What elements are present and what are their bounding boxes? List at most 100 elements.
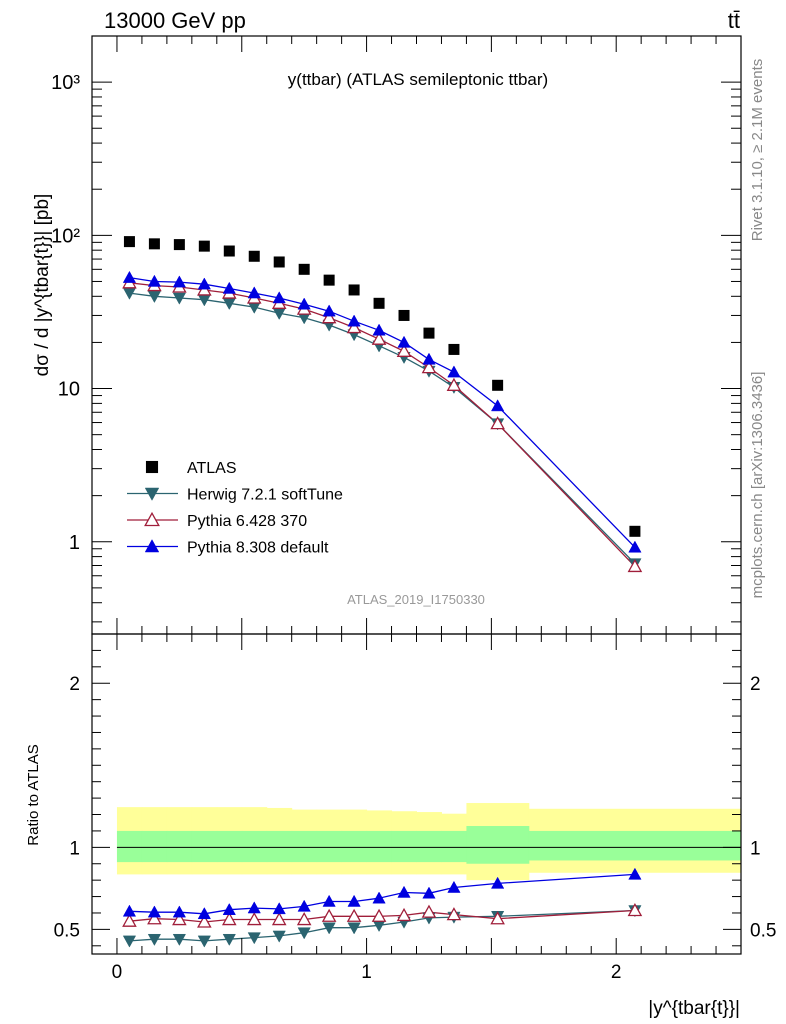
line-pythia-6-428-370 — [129, 282, 636, 567]
ratio-point-pythia-6-428-370 — [122, 913, 137, 927]
point-pythia-6-428-370 — [446, 377, 462, 391]
ratio-line-pythia-8-308-default — [129, 873, 635, 915]
plot-title: y(ttbar) (ATLAS semileptonic ttbar) — [288, 70, 548, 89]
point-atlas — [273, 256, 285, 268]
y-tick-label: 1 — [69, 532, 80, 554]
ratio-point-pythia-6-428-370 — [421, 904, 437, 918]
x-axis-label: |y^{tbar{t}}| — [648, 998, 740, 1019]
band-stat — [391, 830, 417, 863]
ratio-point-pythia-8-308-default — [397, 885, 411, 898]
point-atlas — [373, 297, 385, 309]
line-pythia-8-308-default — [129, 276, 636, 548]
point-atlas — [323, 274, 335, 286]
point-pythia-6-428-370 — [490, 416, 505, 430]
point-pythia-8-308-default — [247, 286, 261, 299]
band-stat — [191, 830, 218, 863]
ratio-point-pythia-8-308-default — [491, 876, 505, 889]
point-atlas — [448, 343, 460, 355]
rivet-label: Rivet 3.1.10, ≥ 2.1M events — [749, 59, 766, 242]
point-pythia-6-428-370 — [321, 310, 337, 324]
ratio-point-herwig-7-2-1-softtune — [172, 933, 186, 946]
ratio-y-tick-label-right: 2 — [750, 674, 761, 695]
legend-label-pythia-6-428-370: Pythia 6.428 370 — [187, 513, 307, 530]
point-pythia-8-308-default — [322, 304, 336, 317]
band-stat — [528, 830, 742, 861]
point-atlas — [123, 236, 135, 248]
point-pythia-8-308-default — [297, 297, 311, 310]
band-stat — [441, 830, 467, 863]
ratio-point-pythia-6-428-370 — [627, 902, 643, 917]
y-tick-label: 10² — [51, 225, 80, 247]
legend-label-herwig-7-2-1-softtune: Herwig 7.2.1 softTune — [187, 487, 343, 504]
band-stat — [166, 830, 193, 863]
point-atlas — [423, 327, 435, 339]
ratio-line-herwig-7-2-1-softtune — [129, 909, 635, 942]
ratio-point-herwig-7-2-1-softtune — [122, 935, 137, 948]
band-stat — [216, 830, 243, 863]
mcplots-label: mcplots.cern.ch [arXiv:1306.3436] — [749, 372, 766, 599]
series-markers — [122, 236, 643, 948]
ratio-point-pythia-8-308-default — [272, 902, 286, 915]
tick-labels: 0 1 2 1 10 10² 10³ 0.5 0.5 1 1 2 2 — [51, 72, 776, 983]
point-pythia-6-428-370 — [371, 331, 387, 345]
point-pythia-8-308-default — [628, 540, 642, 553]
point-herwig-7-2-1-softtune — [147, 291, 162, 304]
ratio-point-pythia-6-428-370 — [396, 907, 412, 922]
point-pythia-8-308-default — [122, 270, 137, 283]
analysis-watermark: ATLAS_2019_I1750330 — [347, 592, 485, 607]
uncertainty-bands — [116, 803, 742, 881]
legend-marker-atlas — [145, 460, 159, 474]
ratio-point-herwig-7-2-1-softtune — [297, 927, 311, 940]
ratio-point-herwig-7-2-1-softtune — [197, 935, 211, 948]
band-stat — [341, 830, 368, 863]
ratio-point-pythia-6-428-370 — [246, 911, 262, 926]
axis-ticks — [91, 35, 741, 954]
ratio-y-axis-label: Ratio to ATLAS — [25, 744, 42, 845]
ratio-point-pythia-6-428-370 — [147, 911, 162, 925]
point-pythia-6-428-370 — [421, 360, 437, 374]
point-pythia-6-428-370 — [346, 320, 362, 334]
point-pythia-8-308-default — [172, 275, 186, 288]
ratio-y-tick-label-right: 1 — [750, 838, 761, 859]
point-atlas — [629, 525, 641, 537]
x-tick-label: 1 — [361, 962, 372, 983]
legend-label-pythia-8-308-default: Pythia 8.308 default — [187, 540, 329, 557]
legend-marker-pythia-8-308-default — [144, 539, 160, 553]
legend: ATLAS Herwig 7.2.1 softTune Pythia 6.428 3… — [127, 460, 343, 557]
ratio-point-herwig-7-2-1-softtune — [272, 930, 286, 943]
band-stat — [116, 830, 143, 863]
point-pythia-8-308-default — [447, 365, 461, 378]
series-lines — [129, 276, 636, 942]
point-pythia-8-308-default — [372, 323, 386, 336]
band-stat — [416, 830, 442, 863]
ratio-point-pythia-6-428-370 — [371, 908, 387, 922]
point-pythia-8-308-default — [272, 291, 286, 304]
point-pythia-6-428-370 — [627, 558, 643, 573]
point-atlas — [248, 250, 260, 262]
legend-label-atlas: ATLAS — [187, 460, 237, 477]
ratio-point-pythia-6-428-370 — [197, 914, 212, 928]
ratio-y-tick-label-left: 2 — [69, 674, 80, 695]
ratio-point-pythia-8-308-default — [372, 891, 386, 904]
point-atlas — [198, 240, 210, 252]
ratio-point-pythia-6-428-370 — [221, 911, 237, 926]
point-pythia-8-308-default — [347, 314, 361, 327]
ratio-point-pythia-8-308-default — [197, 907, 211, 920]
point-pythia-8-308-default — [147, 274, 162, 287]
point-pythia-8-308-default — [491, 399, 505, 412]
ratio-point-pythia-6-428-370 — [346, 908, 362, 922]
ratio-y-tick-label-left: 1 — [69, 838, 80, 859]
ratio-point-pythia-6-428-370 — [446, 907, 462, 921]
band-stat — [241, 830, 268, 863]
band-stat — [316, 830, 343, 863]
ratio-point-pythia-8-308-default — [297, 899, 311, 912]
ratio-line-pythia-6-428-370 — [129, 909, 635, 923]
ratio-y-tick-label-right: 0.5 — [750, 920, 776, 941]
band-stat — [266, 830, 293, 863]
ratio-point-herwig-7-2-1-softtune — [147, 933, 162, 946]
band-stat — [291, 830, 318, 863]
ratio-point-pythia-6-428-370 — [172, 911, 187, 926]
top-y-axis-label: dσ / d |y^{tbar{t}}| [pb] — [32, 194, 53, 377]
point-atlas — [148, 238, 160, 250]
energy-label: 13000 GeV pp — [104, 8, 246, 33]
